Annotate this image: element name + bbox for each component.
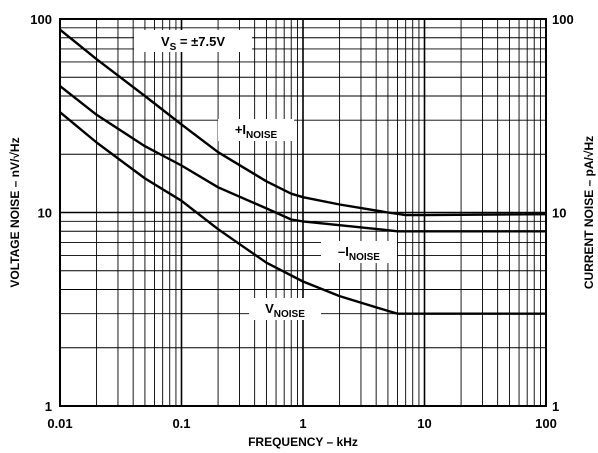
series-label-1: –INOISE [338,244,380,263]
y-axis-title: VOLTAGE NOISE – nV/√Hz [8,137,22,287]
series-label-2: VNOISE [265,301,305,320]
x-tick-label: 100 [535,416,557,431]
grid [60,19,546,406]
y-tick-label: 100 [30,12,52,27]
y2-tick-label: 1 [552,399,559,414]
x-tick-label: 0.1 [172,416,190,431]
y-tick-label: 10 [38,206,52,221]
series-label-background [321,241,397,263]
series-label-background [218,119,294,141]
y2-axis-title: CURRENT NOISE – pA/√Hz [582,136,596,289]
x-axis-title: FREQUENCY – kHz [248,435,358,449]
series-line-1 [59,85,546,233]
plot-frame-rect [59,18,547,407]
series-line-0 [59,28,547,217]
series-lines [59,28,547,315]
series-label-0: +INOISE [235,122,278,141]
series-line-2 [59,111,546,315]
labels: 0.01 0.1 1 10 100 1 10 100 1 10 100 FREQUENCY – kHz… [8,12,596,449]
annotation-background [134,30,252,52]
series-label-background [249,298,321,320]
y2-tick-label: 100 [552,12,574,27]
x-tick-label: 10 [417,416,431,431]
x-tick-label: 1 [299,416,306,431]
supply-voltage-annotation: VS = ±7.5V [161,34,225,53]
y-tick-label: 1 [45,399,52,414]
plot-frame [59,18,547,407]
y2-tick-label: 10 [552,206,566,221]
x-tick-label: 0.01 [47,416,72,431]
